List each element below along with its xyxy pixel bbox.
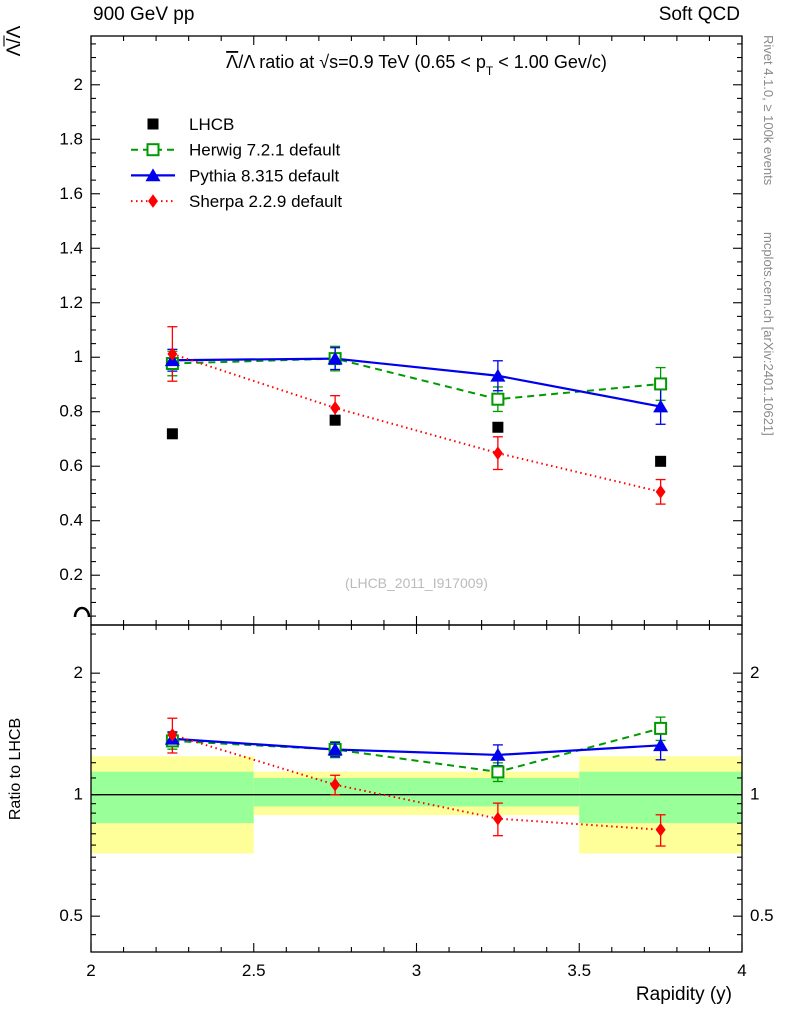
svg-text:Λ/Λ: Λ/Λ <box>4 25 25 56</box>
svg-text:3.5: 3.5 <box>567 961 591 980</box>
svg-text:Rivet 4.1.0, ≥ 100k events: Rivet 4.1.0, ≥ 100k events <box>761 35 776 186</box>
svg-text:Ratio to LHCB: Ratio to LHCB <box>7 718 24 820</box>
svg-text:Herwig 7.2.1 default: Herwig 7.2.1 default <box>189 141 340 160</box>
svg-text:LHCB: LHCB <box>189 115 234 134</box>
svg-text:3: 3 <box>412 961 421 980</box>
svg-text:0.6: 0.6 <box>59 456 83 475</box>
svg-text:1: 1 <box>74 347 83 366</box>
svg-text:Soft QCD: Soft QCD <box>659 4 740 25</box>
svg-text:2: 2 <box>74 75 83 94</box>
svg-text:1: 1 <box>750 785 759 804</box>
svg-text:1: 1 <box>74 785 83 804</box>
svg-text:1.2: 1.2 <box>59 293 83 312</box>
svg-text:1.4: 1.4 <box>59 238 83 257</box>
svg-text:0.5: 0.5 <box>750 906 774 925</box>
svg-text:900 GeV pp: 900 GeV pp <box>93 4 194 25</box>
svg-text:2: 2 <box>750 663 759 682</box>
svg-text:0.2: 0.2 <box>59 565 83 584</box>
svg-text:Rapidity (y): Rapidity (y) <box>636 984 732 1005</box>
svg-text:Sherpa 2.2.9 default: Sherpa 2.2.9 default <box>189 192 342 211</box>
svg-text:Pythia 8.315 default: Pythia 8.315 default <box>189 166 340 185</box>
svg-text:2: 2 <box>74 663 83 682</box>
svg-text:0.4: 0.4 <box>59 511 83 530</box>
svg-text:1.6: 1.6 <box>59 184 83 203</box>
svg-text:2: 2 <box>86 961 95 980</box>
svg-text:1.8: 1.8 <box>59 129 83 148</box>
svg-text:0.8: 0.8 <box>59 402 83 421</box>
svg-text:4: 4 <box>737 961 746 980</box>
svg-text:(LHCB_2011_I917009): (LHCB_2011_I917009) <box>345 575 488 591</box>
svg-text:2.5: 2.5 <box>242 961 266 980</box>
svg-text:0.5: 0.5 <box>59 906 83 925</box>
svg-text:mcplots.cern.ch [arXiv:2401.10: mcplots.cern.ch [arXiv:2401.10621] <box>761 232 776 436</box>
